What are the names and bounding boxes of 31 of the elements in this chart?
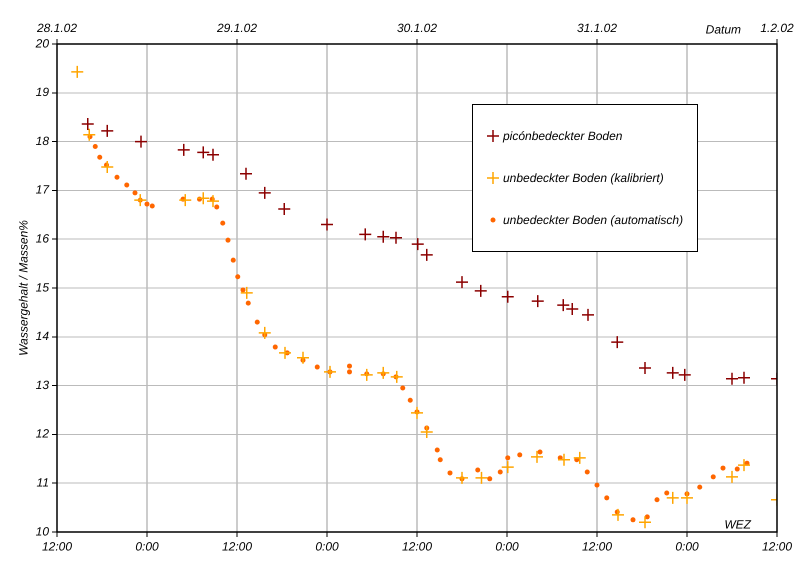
y-tick-label: 18 [36,134,50,148]
y-tick-label: 12 [36,426,50,441]
y-tick-label: 13 [36,378,50,392]
x-tick-label: 0:00 [135,540,159,554]
x2-tick-label: 28.1.02 [36,21,78,36]
x-tick-label: 12:00 [402,540,432,554]
y-axis-title: Wassergehalt / Massen% [16,220,30,356]
x-tick-label: 12:00 [222,540,252,554]
x-tick-label: 12:00 [42,540,72,554]
y-tick-label: 16 [36,232,50,246]
x-tick-label: 12:00 [762,540,792,554]
x-tick-label: 0:00 [495,540,519,554]
y-tick-label: 14 [36,329,50,344]
y-tick-label: 11 [36,476,49,490]
legend-label: unbedeckter Boden (automatisch) [503,212,684,229]
x2-tick-label: 31.1.02 [576,21,618,36]
y-tick-label: 10 [36,524,50,538]
x-axis-title: WEZ [724,517,752,532]
x2-tick-label: 1.2.02 [760,21,794,36]
legend-label: picónbedeckter Boden [503,128,622,145]
y-tick-label: 15 [36,280,50,294]
y-tick-label: 19 [36,85,50,100]
x-tick-label: 12:00 [582,540,612,554]
y-tick-label: 17 [36,182,50,197]
x-tick-label: 0:00 [315,540,339,554]
legend-label: unbedeckter Boden (kalibriert) [503,170,664,187]
x-tick-label: 0:00 [675,540,699,554]
x2-tick-label: 29.1.02 [216,21,258,36]
y-tick-label: 20 [34,36,50,50]
x2-tick-label: 30.1.02 [396,21,438,36]
x2-axis-title: Datum [706,22,742,36]
